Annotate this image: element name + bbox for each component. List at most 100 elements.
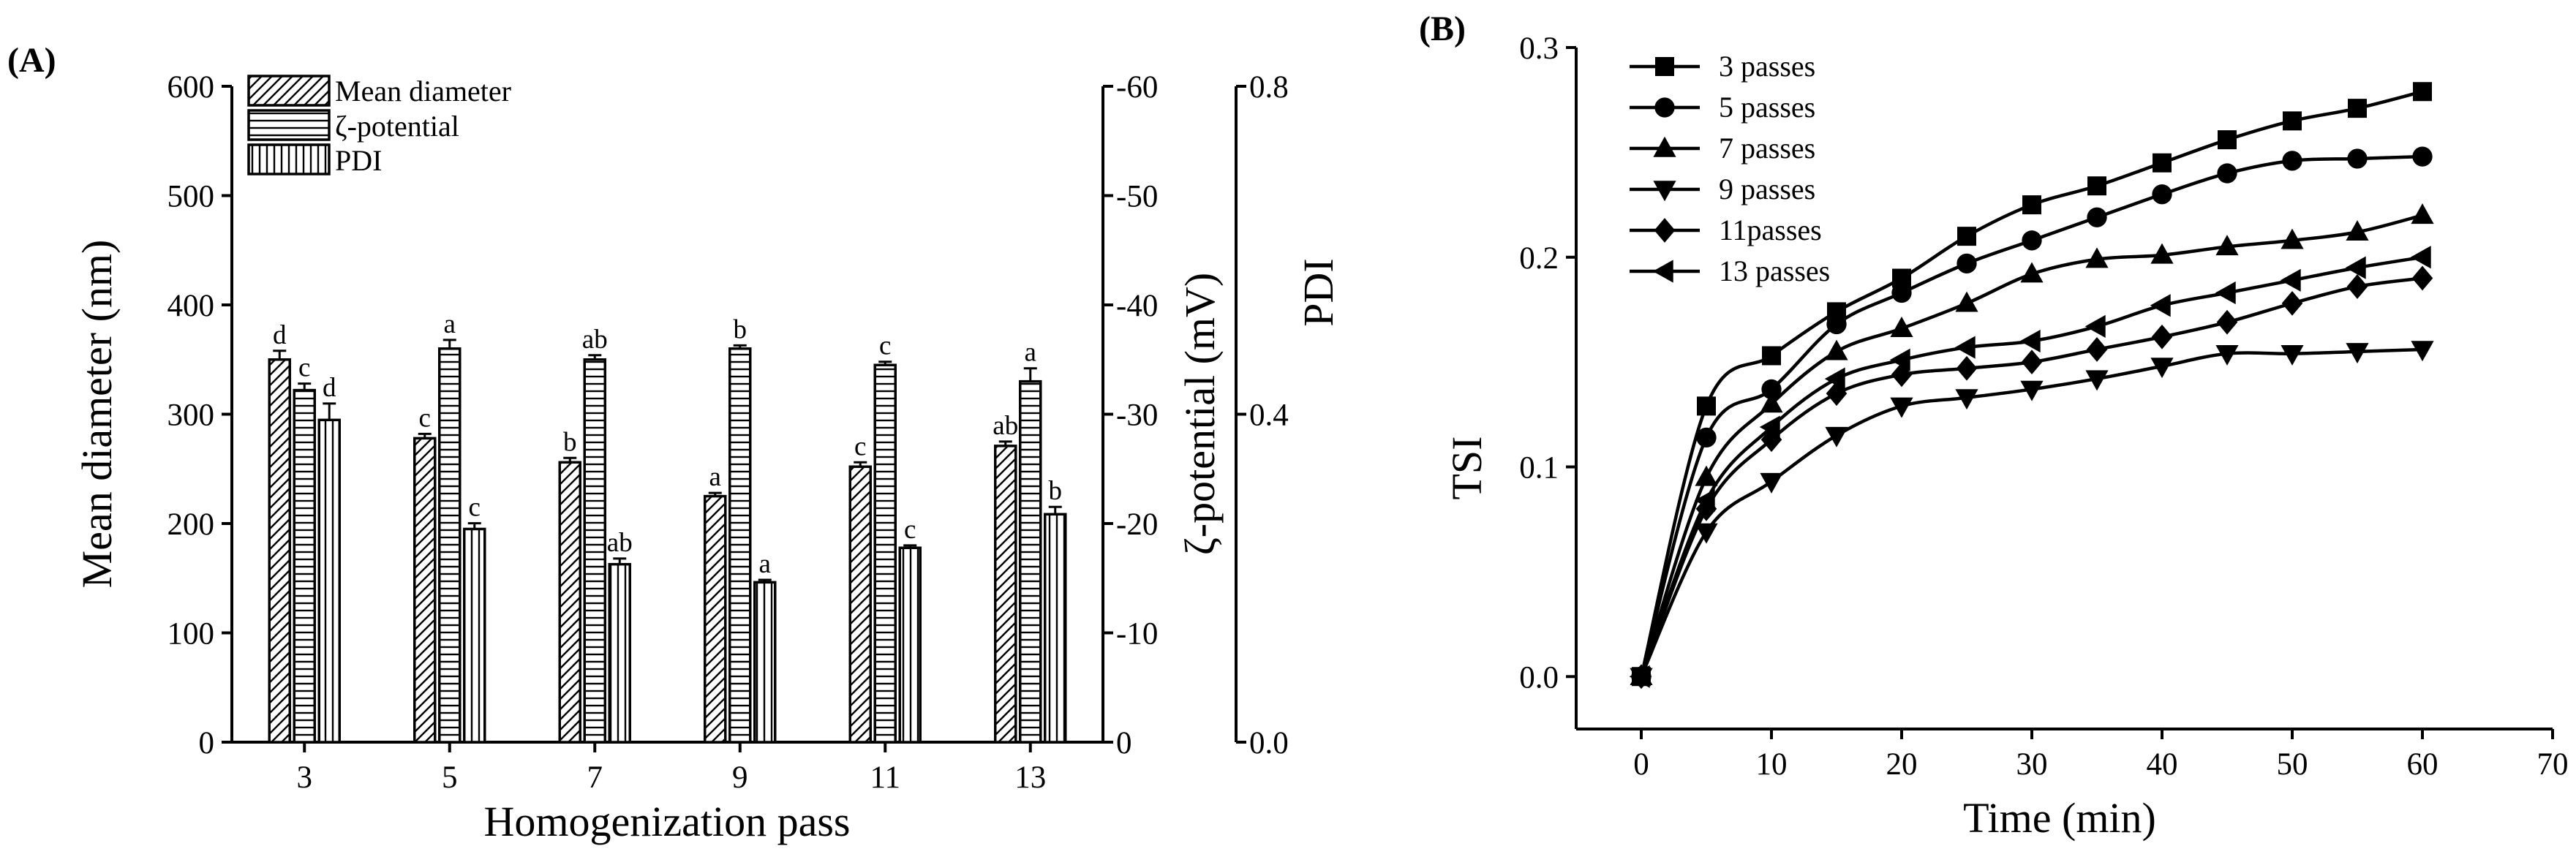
data-point-5-passes [2087,207,2107,227]
data-point-7-passes [1825,339,1848,360]
data-point-11passes [2021,350,2043,375]
data-point-3-passes [1957,227,1976,246]
legend-marker-9-passes [1653,181,1676,202]
tsi-axis-tick-label: 0.0 [1519,660,1559,695]
legend-swatch-zeta-potential [247,109,331,141]
legend-marker-3-passes [1655,57,1674,76]
left-axis-tick-label: 600 [167,70,215,105]
bar-pdi [753,581,777,744]
data-point-11passes [2216,309,2238,335]
x-axis-tick-label: 9 [732,760,748,795]
right-axis-tick-label: 0.4 [1249,398,1289,433]
data-point-9-passes [1695,523,1718,544]
data-point-13-passes [1694,488,1715,513]
significance-letter-pdi: c [469,493,481,523]
legend-label-5-passes: 5 passes [1719,91,1815,124]
panel-a-mid-axis-title: ζ-potential (mV) [1176,273,1224,555]
bar-mean-diameter [704,494,727,744]
bar-zeta-potential [583,358,606,744]
time-axis-tick-label: 0 [1633,747,1649,782]
data-point-11passes [2086,337,2108,362]
data-point-9-passes [2346,343,2369,364]
data-point-3-passes [2348,99,2367,118]
data-point-3-passes [2413,82,2432,102]
data-point-9-passes [2085,370,2109,391]
bar-zeta-potential [873,363,897,744]
data-point-7-passes [2085,247,2109,268]
x-axis-tick-label: 5 [442,760,458,795]
data-point-5-passes [1826,314,1847,335]
left-axis-tick-label: 300 [167,398,215,433]
data-point-5-passes [2152,184,2172,205]
panel-a-label: (A) [7,41,56,80]
data-point-13-passes [2150,294,2171,317]
bar-mean-diameter [848,465,872,744]
panel-a-x-axis-title: Homogenization pass [484,798,851,845]
panel-b-x-axis-title: Time (min) [1963,794,2156,842]
data-point-11passes [2281,290,2303,316]
data-point-5-passes [2217,163,2237,184]
data-point-13-passes [2280,268,2301,292]
left-axis-tick-label: 0 [199,726,215,760]
legend-marker-13-passes [1652,260,1673,283]
data-point-13-passes [2345,256,2366,279]
legend-label-mean-diameter: Mean diameter [335,75,511,107]
data-point-5-passes [2412,146,2433,167]
panel-b: (B) TSI Time (min) 0.0 0.1 0.2 0.3 0 10 20 30 4… [1419,10,2569,842]
data-point-13-passes [1889,348,1910,371]
mid-axis-tick-label: -20 [1116,507,1158,542]
left-axis-tick-label: 200 [167,507,215,542]
legend-swatch-pdi [247,143,331,175]
bar-pdi [898,546,922,744]
data-point-13-passes [1954,336,1976,359]
data-point-3-passes [2283,111,2302,131]
data-point-7-passes [2411,203,2434,224]
data-point-7-passes [2020,262,2044,283]
significance-letter-zeta-potential: b [734,314,747,344]
data-point-9-passes [2411,341,2434,362]
significance-letter-pdi: b [1049,476,1063,506]
data-point-9-passes [1825,426,1848,447]
significance-letter-zeta-potential: ab [582,325,608,355]
legend-label-9-passes: 9 passes [1719,173,1815,205]
bar-mean-diameter [994,445,1017,744]
panel-b-y-axis-title: TSI [1443,437,1491,500]
significance-letter-mean-diameter: d [273,320,287,350]
bar-zeta-potential [728,347,752,744]
data-point-7-passes [2346,220,2369,241]
right-axis-tick-label: 0.0 [1249,726,1289,760]
data-point-13-passes [2019,329,2041,353]
significance-letter-pdi: ab [607,528,633,558]
tsi-axis-tick-label: 0.1 [1519,451,1559,486]
significance-letter-mean-diameter: b [563,427,577,457]
significance-letter-mean-diameter: c [854,431,866,461]
data-point-3-passes [2153,153,2172,173]
time-axis-tick-label: 40 [2147,747,2178,782]
data-point-5-passes [1696,427,1717,448]
significance-letter-mean-diameter: ab [993,411,1018,441]
left-axis-tick-label: 500 [167,180,215,214]
data-point-13-passes [1629,665,1650,688]
data-point-9-passes [1890,397,1913,418]
significance-letter-zeta-potential: c [298,353,310,383]
significance-letter-zeta-potential: c [879,331,891,361]
legend-marker-7-passes [1653,136,1676,157]
panel-a-legend: Mean diameter ζ-potential PDI [247,75,511,177]
significance-letter-zeta-potential: a [1025,338,1036,368]
significance-letter-pdi: d [323,373,336,403]
legend-marker-5-passes [1654,97,1675,118]
legend-label-7-passes: 7 passes [1719,132,1815,165]
data-point-11passes [2151,324,2173,350]
data-point-7-passes [2215,235,2239,256]
data-point-5-passes [1891,282,1912,303]
significance-letter-pdi: c [904,515,916,545]
mid-axis-tick-label: 0 [1116,726,1132,760]
mid-axis-tick-label: -50 [1116,180,1158,214]
legend-label-3-passes: 3 passes [1719,50,1815,83]
bar-zeta-potential [293,388,316,744]
data-point-9-passes [1760,472,1783,494]
legend-label-zeta-potential: ζ-potential [335,110,459,143]
series-line-13-passes [1639,255,2423,678]
panel-a-right-axis-title: PDI [1295,258,1342,326]
